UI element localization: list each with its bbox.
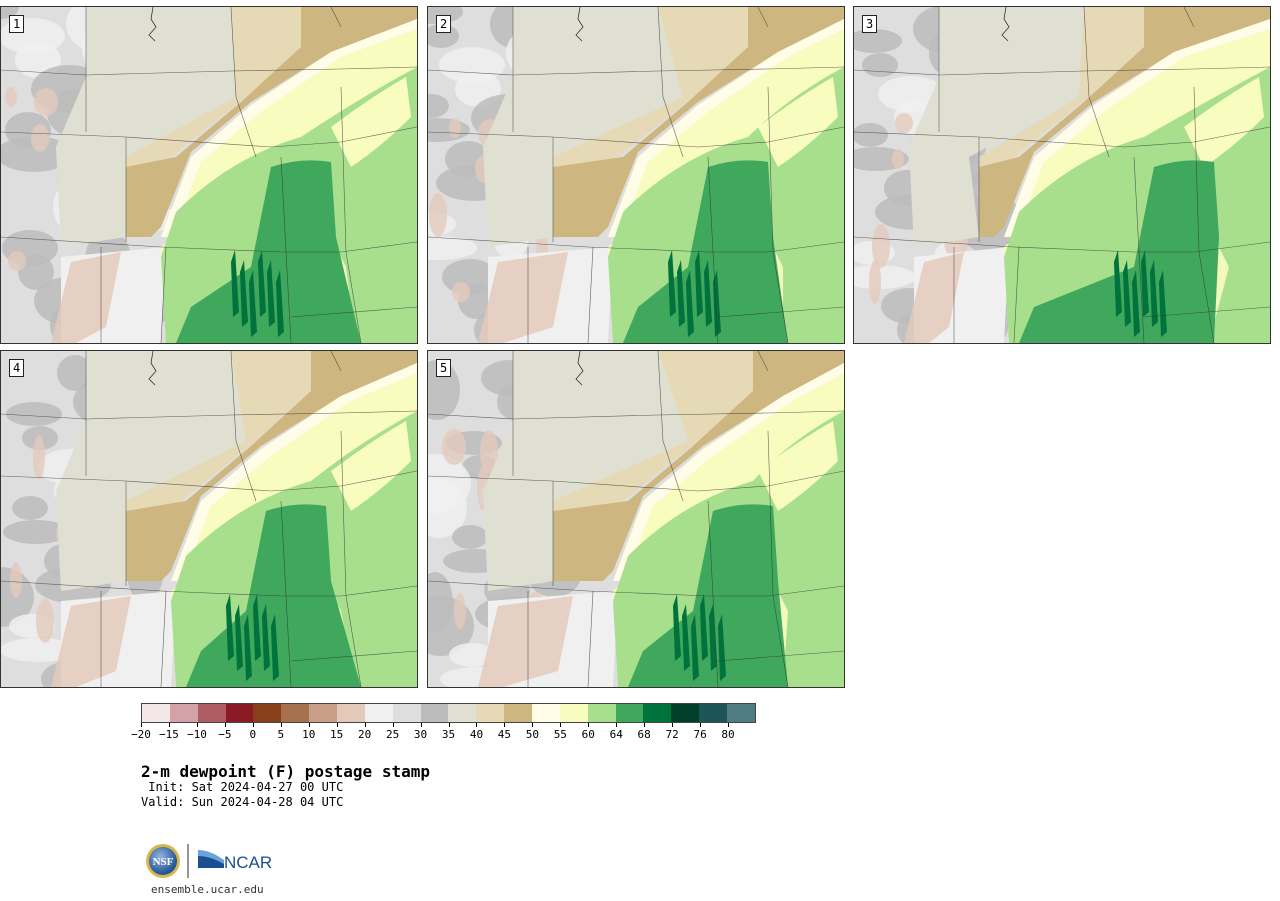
colorbar-tick-label: 25 bbox=[385, 728, 400, 741]
colorbar-tick bbox=[560, 723, 562, 727]
colorbar-tick bbox=[700, 723, 702, 727]
colorbar-tick bbox=[504, 723, 506, 727]
colorbar-tick-label: 72 bbox=[665, 728, 679, 741]
panel-label-1: 1 bbox=[9, 15, 25, 33]
colorbar-swatch bbox=[253, 704, 282, 722]
dewpoint-map-5 bbox=[428, 351, 844, 687]
colorbar-swatch bbox=[420, 704, 449, 722]
colorbar-tick bbox=[420, 723, 422, 727]
colorbar-tick bbox=[616, 723, 618, 727]
map-panel-5: 5 bbox=[427, 350, 845, 688]
colorbar bbox=[141, 703, 756, 723]
colorbar-tick bbox=[644, 723, 646, 727]
colorbar-tick bbox=[141, 723, 142, 727]
colorbar-swatch bbox=[142, 704, 170, 722]
colorbar-tick-label: 0 bbox=[249, 728, 257, 741]
colorbar-tick-label: 45 bbox=[497, 728, 512, 741]
colorbar-tick-label: 35 bbox=[441, 728, 456, 741]
colorbar-tick-label: 15 bbox=[330, 728, 344, 741]
colorbar-swatch bbox=[281, 704, 310, 722]
panel-label-2: 2 bbox=[436, 15, 452, 33]
colorbar-tick-label: 55 bbox=[553, 728, 567, 741]
colorbar-tick-label: 30 bbox=[413, 728, 428, 741]
colorbar-tick bbox=[448, 723, 450, 727]
map-panel-2: 2 bbox=[427, 6, 845, 344]
chart-title: 2-m dewpoint (F) postage stamp bbox=[141, 762, 430, 781]
panel-label-5: 5 bbox=[436, 359, 452, 377]
nsf-ncar-logo: NSF NCAR bbox=[146, 844, 272, 878]
colorbar-tick-label: −20 bbox=[131, 728, 151, 741]
init-time: Init: Sat 2024-04-27 00 UTC bbox=[141, 780, 344, 794]
colorbar-tick bbox=[476, 723, 478, 727]
colorbar-tick bbox=[532, 723, 534, 727]
valid-time: Valid: Sun 2024-04-28 04 UTC bbox=[141, 795, 344, 809]
colorbar-tick-label: 20 bbox=[358, 728, 372, 741]
colorbar-tick bbox=[728, 723, 730, 727]
colorbar-tick-label: 80 bbox=[721, 728, 735, 741]
colorbar-tick-label: 76 bbox=[693, 728, 707, 741]
ncar-logo-icon: NCAR bbox=[198, 850, 272, 872]
colorbar-swatch bbox=[392, 704, 421, 722]
colorbar-tick-label: 40 bbox=[469, 728, 484, 741]
colorbar-tick-label: 10 bbox=[302, 728, 316, 741]
colorbar-swatch bbox=[197, 704, 226, 722]
colorbar-tick-label: 5 bbox=[277, 728, 285, 741]
colorbar-tick-label: 60 bbox=[581, 728, 595, 741]
colorbar-tick-label: −10 bbox=[186, 728, 207, 741]
colorbar-swatch bbox=[559, 704, 588, 722]
colorbar-swatch bbox=[225, 704, 254, 722]
colorbar-tick bbox=[588, 723, 590, 727]
colorbar-tick bbox=[364, 723, 366, 727]
colorbar-swatch bbox=[671, 704, 700, 722]
colorbar-swatch bbox=[532, 704, 560, 722]
colorbar-tick-label: 50 bbox=[525, 728, 539, 741]
dewpoint-map-4 bbox=[1, 351, 417, 687]
colorbar-swatch bbox=[364, 704, 393, 722]
dewpoint-map-3 bbox=[854, 7, 1270, 343]
nsf-logo-icon: NSF bbox=[146, 844, 180, 878]
dewpoint-map-1 bbox=[1, 7, 417, 343]
colorbar-swatch bbox=[476, 704, 505, 722]
colorbar-tick bbox=[280, 723, 282, 727]
colorbar-tick bbox=[308, 723, 310, 727]
colorbar-swatch bbox=[504, 704, 533, 722]
map-panel-4: 4 bbox=[0, 350, 418, 688]
dewpoint-map-2 bbox=[428, 7, 844, 343]
colorbar-swatch bbox=[448, 704, 477, 722]
map-panel-1: 1 bbox=[0, 6, 418, 344]
colorbar-tick bbox=[168, 723, 170, 727]
colorbar-tick-label: −5 bbox=[218, 728, 232, 741]
colorbar-tick bbox=[252, 723, 254, 727]
colorbar-swatch bbox=[699, 704, 728, 722]
colorbar-tick bbox=[392, 723, 394, 727]
colorbar-ticks: −20 −15 −10 −5 0 5 10 15 20 25 30 35 40 45 50 55 60 64 68 7… bbox=[131, 723, 756, 743]
colorbar-tick-label: 64 bbox=[609, 728, 623, 741]
colorbar-swatch bbox=[169, 704, 198, 722]
colorbar-swatch bbox=[643, 704, 672, 722]
map-panel-3: 3 bbox=[853, 6, 1271, 344]
footer-url: ensemble.ucar.edu bbox=[151, 883, 264, 896]
colorbar-tick bbox=[196, 723, 198, 727]
colorbar-tick bbox=[336, 723, 338, 727]
panel-label-3: 3 bbox=[862, 15, 878, 33]
panel-label-4: 4 bbox=[9, 359, 25, 377]
colorbar-tick-label: 68 bbox=[637, 728, 651, 741]
colorbar-tick bbox=[224, 723, 226, 727]
nsf-logo-text: NSF bbox=[153, 856, 174, 868]
colorbar-swatch bbox=[615, 704, 644, 722]
colorbar-swatch bbox=[309, 704, 338, 722]
ncar-logo-text: NCAR bbox=[224, 853, 272, 872]
colorbar-swatch bbox=[337, 704, 365, 722]
colorbar-swatch bbox=[587, 704, 616, 722]
colorbar-tick bbox=[672, 723, 674, 727]
colorbar-tick-label: −15 bbox=[159, 728, 179, 741]
colorbar-swatch bbox=[727, 704, 755, 722]
